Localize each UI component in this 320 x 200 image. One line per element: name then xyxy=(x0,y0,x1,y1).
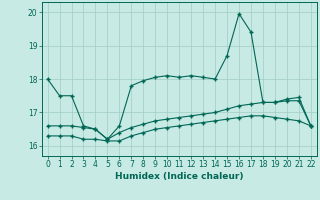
X-axis label: Humidex (Indice chaleur): Humidex (Indice chaleur) xyxy=(115,172,244,181)
